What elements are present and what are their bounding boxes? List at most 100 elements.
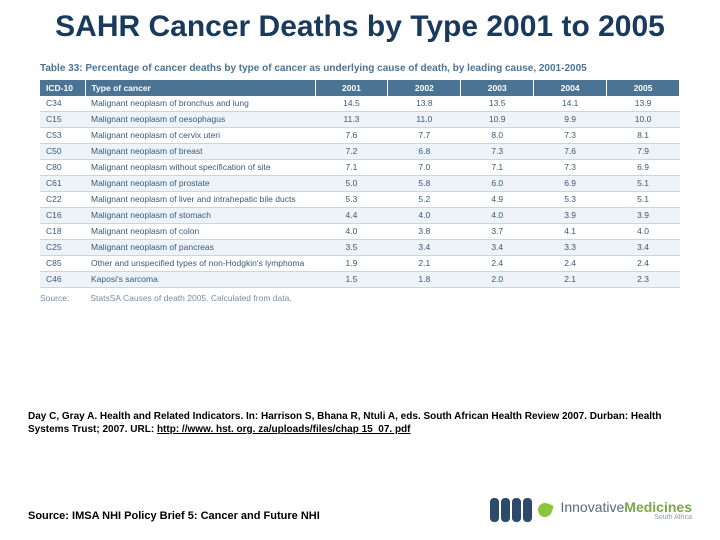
cell-value: 3.4 (461, 239, 534, 255)
table-row: C85Other and unspecified types of non-Ho… (40, 255, 680, 271)
col-year: 2001 (315, 80, 388, 96)
cell-type: Malignant neoplasm of pancreas (85, 239, 315, 255)
cell-value: 13.5 (461, 96, 534, 112)
table-row: C61Malignant neoplasm of prostate5.05.86… (40, 175, 680, 191)
cell-code: C18 (40, 223, 85, 239)
col-icd: ICD-10 (40, 80, 85, 96)
cell-value: 7.9 (607, 143, 680, 159)
cell-type: Malignant neoplasm of breast (85, 143, 315, 159)
cell-type: Malignant neoplasm without specification… (85, 159, 315, 175)
cell-value: 5.3 (315, 191, 388, 207)
cell-value: 7.1 (315, 159, 388, 175)
cell-code: C85 (40, 255, 85, 271)
cell-code: C15 (40, 111, 85, 127)
cancer-table: ICD-10Type of cancer20012002200320042005… (40, 80, 680, 288)
cell-value: 11.0 (388, 111, 461, 127)
table-row: C15Malignant neoplasm of oesophagus11.31… (40, 111, 680, 127)
cell-value: 14.5 (315, 96, 388, 112)
footer: Source: IMSA NHI Policy Brief 5: Cancer … (28, 498, 692, 522)
cell-value: 13.9 (607, 96, 680, 112)
cell-value: 6.9 (607, 159, 680, 175)
cell-type: Malignant neoplasm of oesophagus (85, 111, 315, 127)
cell-value: 7.3 (461, 143, 534, 159)
cell-value: 2.0 (461, 271, 534, 287)
cell-value: 7.2 (315, 143, 388, 159)
table-row: C46Kaposi's sarcoma1.51.82.02.12.3 (40, 271, 680, 287)
cell-type: Malignant neoplasm of cervix uteri (85, 127, 315, 143)
logo-subtext: South Africa (560, 514, 692, 521)
table-body: C34Malignant neoplasm of bronchus and lu… (40, 96, 680, 288)
table-row: C22Malignant neoplasm of liver and intra… (40, 191, 680, 207)
cell-type: Other and unspecified types of non-Hodgk… (85, 255, 315, 271)
cell-value: 3.9 (534, 207, 607, 223)
cell-value: 3.3 (534, 239, 607, 255)
cell-value: 10.0 (607, 111, 680, 127)
cell-value: 1.5 (315, 271, 388, 287)
cell-value: 7.3 (534, 159, 607, 175)
table-header-row: ICD-10Type of cancer20012002200320042005 (40, 80, 680, 96)
cell-value: 4.1 (534, 223, 607, 239)
cell-type: Malignant neoplasm of liver and intrahep… (85, 191, 315, 207)
cell-value: 4.0 (388, 207, 461, 223)
table-row: C50Malignant neoplasm of breast7.26.87.3… (40, 143, 680, 159)
cell-value: 7.3 (534, 127, 607, 143)
cell-code: C50 (40, 143, 85, 159)
table-row: C34Malignant neoplasm of bronchus and lu… (40, 96, 680, 112)
cell-value: 6.0 (461, 175, 534, 191)
cell-value: 4.9 (461, 191, 534, 207)
logo-word-a: Innovative (560, 499, 624, 515)
col-year: 2004 (534, 80, 607, 96)
cell-code: C25 (40, 239, 85, 255)
table-row: C53Malignant neoplasm of cervix uteri7.6… (40, 127, 680, 143)
cell-value: 4.4 (315, 207, 388, 223)
cell-value: 14.1 (534, 96, 607, 112)
logo-word-b: Medicines (624, 499, 692, 515)
col-year: 2003 (461, 80, 534, 96)
cell-value: 1.8 (388, 271, 461, 287)
table-source-label: Source: (40, 293, 88, 303)
leaf-icon (536, 501, 554, 519)
cell-value: 2.4 (534, 255, 607, 271)
cell-value: 6.9 (534, 175, 607, 191)
logo-pills-icon (490, 498, 532, 522)
logo: InnovativeMedicines South Africa (490, 498, 692, 522)
cell-value: 8.0 (461, 127, 534, 143)
cell-value: 7.6 (534, 143, 607, 159)
cell-code: C80 (40, 159, 85, 175)
table-row: C80Malignant neoplasm without specificat… (40, 159, 680, 175)
cell-value: 3.9 (607, 207, 680, 223)
cell-value: 7.1 (461, 159, 534, 175)
col-year: 2002 (388, 80, 461, 96)
cell-value: 5.2 (388, 191, 461, 207)
table-row: C18Malignant neoplasm of colon4.03.83.74… (40, 223, 680, 239)
cell-value: 2.4 (607, 255, 680, 271)
cell-value: 2.3 (607, 271, 680, 287)
cell-value: 7.0 (388, 159, 461, 175)
citation-text: Day C, Gray A. Health and Related Indica… (28, 410, 692, 436)
cell-value: 5.1 (607, 175, 680, 191)
cell-code: C16 (40, 207, 85, 223)
cell-value: 2.1 (388, 255, 461, 271)
col-year: 2005 (607, 80, 680, 96)
table-source: Source: StatsSA Causes of death 2005. Ca… (40, 288, 680, 303)
cell-value: 3.8 (388, 223, 461, 239)
slide-title: SAHR Cancer Deaths by Type 2001 to 2005 (0, 0, 720, 51)
cell-value: 1.9 (315, 255, 388, 271)
cell-value: 3.4 (607, 239, 680, 255)
citation-link[interactable]: http: //www. hst. org. za/uploads/files/… (157, 424, 411, 435)
cell-value: 3.7 (461, 223, 534, 239)
table-caption: Table 33: Percentage of cancer deaths by… (40, 59, 680, 80)
cell-code: C46 (40, 271, 85, 287)
cell-value: 5.0 (315, 175, 388, 191)
cell-value: 2.1 (534, 271, 607, 287)
footer-source: Source: IMSA NHI Policy Brief 5: Cancer … (28, 510, 320, 522)
cell-code: C22 (40, 191, 85, 207)
table-row: C16Malignant neoplasm of stomach4.44.04.… (40, 207, 680, 223)
cell-value: 4.0 (607, 223, 680, 239)
cell-value: 9.9 (534, 111, 607, 127)
cell-value: 10.9 (461, 111, 534, 127)
cell-code: C34 (40, 96, 85, 112)
cell-value: 11.3 (315, 111, 388, 127)
cell-value: 5.3 (534, 191, 607, 207)
cell-type: Malignant neoplasm of bronchus and lung (85, 96, 315, 112)
